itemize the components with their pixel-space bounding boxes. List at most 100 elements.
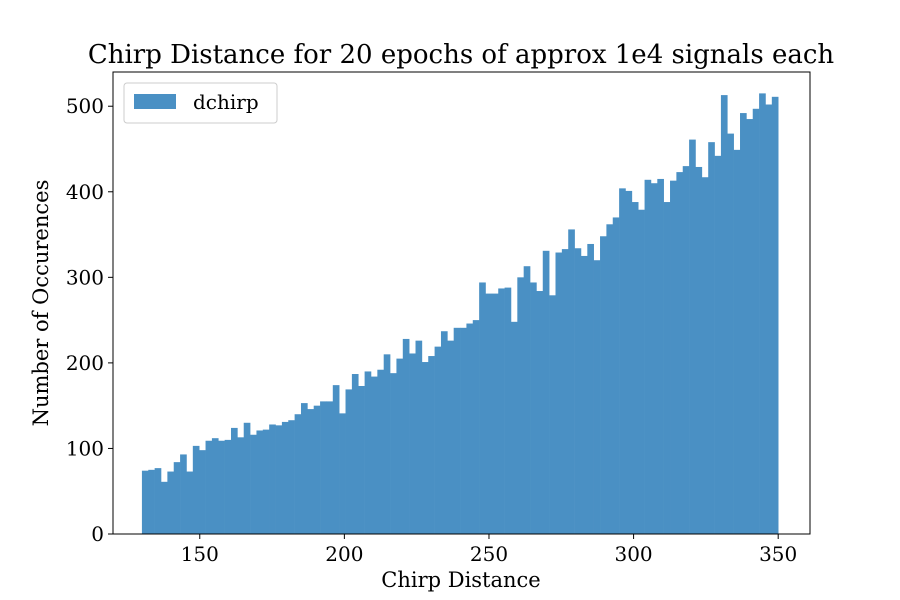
histogram-bar bbox=[746, 119, 754, 535]
histogram-bar bbox=[498, 288, 505, 534]
histogram-bar bbox=[154, 468, 162, 534]
legend-box bbox=[123, 82, 278, 124]
histogram-bar bbox=[574, 248, 582, 534]
histogram-bar bbox=[491, 293, 499, 534]
y-axis-ticks: 0 100 200 300 400 500 bbox=[66, 94, 113, 546]
histogram-bar bbox=[211, 438, 219, 534]
x-tick-label: 200 bbox=[325, 542, 363, 566]
histogram-bar bbox=[619, 188, 626, 534]
histogram-bar bbox=[205, 440, 213, 534]
x-tick-label: 150 bbox=[181, 542, 219, 566]
histogram-bar bbox=[695, 166, 703, 534]
histogram-bar bbox=[262, 429, 270, 534]
histogram-bar bbox=[740, 113, 747, 535]
histogram-bar bbox=[377, 369, 385, 534]
histogram-bar bbox=[275, 425, 283, 534]
histogram-bar bbox=[536, 291, 544, 534]
histogram-bar bbox=[256, 430, 264, 534]
histogram-bar bbox=[517, 277, 524, 534]
histogram-bar bbox=[682, 166, 690, 534]
histogram-bar bbox=[638, 209, 645, 534]
histogram-bar bbox=[555, 252, 563, 534]
histogram-bar bbox=[358, 385, 365, 534]
histogram-bar bbox=[644, 179, 652, 535]
histogram-bar bbox=[701, 177, 709, 534]
histogram-bar bbox=[288, 420, 295, 534]
histogram-bar bbox=[542, 250, 550, 535]
y-tick-label: 400 bbox=[66, 180, 104, 204]
histogram-bar bbox=[281, 421, 289, 534]
histogram-bar bbox=[396, 358, 404, 534]
histogram-bar bbox=[237, 437, 245, 534]
y-tick-label: 100 bbox=[66, 436, 104, 460]
histogram-bar bbox=[606, 224, 614, 535]
histogram-bar bbox=[428, 356, 435, 534]
histogram-bar bbox=[670, 180, 677, 534]
histogram-bar bbox=[390, 373, 397, 534]
histogram-bar bbox=[466, 323, 474, 534]
histogram-bar bbox=[351, 374, 359, 534]
histogram-bar bbox=[326, 401, 334, 534]
histogram-bar bbox=[230, 427, 238, 534]
legend-swatch bbox=[134, 94, 176, 109]
histogram-bar bbox=[657, 178, 664, 534]
x-axis-label: Chirp Distance bbox=[381, 568, 540, 592]
histogram-bar bbox=[300, 403, 308, 534]
chart-title: Chirp Distance for 20 epochs of approx 1… bbox=[88, 40, 835, 70]
histogram-bar bbox=[530, 282, 537, 534]
histogram-bar bbox=[708, 142, 715, 534]
histogram-bar bbox=[504, 287, 512, 534]
histogram-bar bbox=[224, 439, 232, 534]
histogram-bar bbox=[759, 93, 766, 534]
histogram-bar bbox=[250, 434, 257, 534]
legend-label: dchirp bbox=[193, 90, 259, 114]
histogram-bar bbox=[186, 471, 194, 534]
histogram-bar bbox=[479, 282, 486, 534]
histogram-bar bbox=[199, 450, 206, 534]
histogram-bar bbox=[676, 172, 684, 534]
histogram-bar bbox=[612, 217, 620, 534]
histogram-bar bbox=[549, 295, 556, 534]
histogram-bar bbox=[523, 266, 531, 534]
histogram-bar bbox=[453, 327, 461, 534]
histogram-bar bbox=[714, 155, 722, 534]
histogram-bar bbox=[631, 202, 639, 535]
y-axis-label: Number of Occurences bbox=[29, 180, 53, 427]
histogram-bar bbox=[320, 401, 327, 534]
histogram-bar bbox=[765, 104, 773, 534]
plot-frame bbox=[112, 71, 811, 535]
histogram-bar bbox=[600, 236, 607, 534]
histogram-bar bbox=[593, 260, 601, 534]
histogram-bar bbox=[294, 414, 302, 534]
histogram-bar bbox=[313, 405, 321, 534]
histogram-bar bbox=[568, 229, 575, 534]
histogram-bar bbox=[580, 255, 588, 534]
histogram-bar bbox=[307, 409, 315, 534]
histogram-bar bbox=[180, 454, 187, 534]
histogram-bar bbox=[402, 338, 410, 534]
x-axis-ticks: 150 200 250 300 350 bbox=[181, 534, 797, 566]
histogram-bar bbox=[421, 362, 429, 534]
y-tick-label: 300 bbox=[66, 265, 104, 289]
histogram-bar bbox=[141, 470, 149, 534]
histogram-bar bbox=[192, 445, 200, 534]
histogram-bar bbox=[173, 462, 181, 534]
bars-group bbox=[141, 93, 779, 535]
histogram-bar bbox=[218, 440, 225, 534]
y-tick-label: 200 bbox=[66, 351, 104, 375]
histogram-bar bbox=[650, 183, 658, 534]
histogram-bar bbox=[161, 481, 168, 534]
y-tick-label: 500 bbox=[66, 94, 104, 118]
histogram-bar bbox=[148, 469, 155, 534]
y-tick-label: 0 bbox=[91, 522, 104, 546]
histogram-bar bbox=[339, 413, 346, 534]
histogram-bar bbox=[243, 422, 251, 534]
histogram-bar bbox=[409, 353, 416, 534]
histogram-bar bbox=[625, 190, 633, 534]
histogram-bar bbox=[447, 340, 454, 534]
histogram-bar bbox=[472, 320, 480, 534]
histogram-bar bbox=[415, 340, 423, 534]
histogram-bar bbox=[383, 354, 391, 534]
histogram-bar bbox=[771, 96, 779, 535]
